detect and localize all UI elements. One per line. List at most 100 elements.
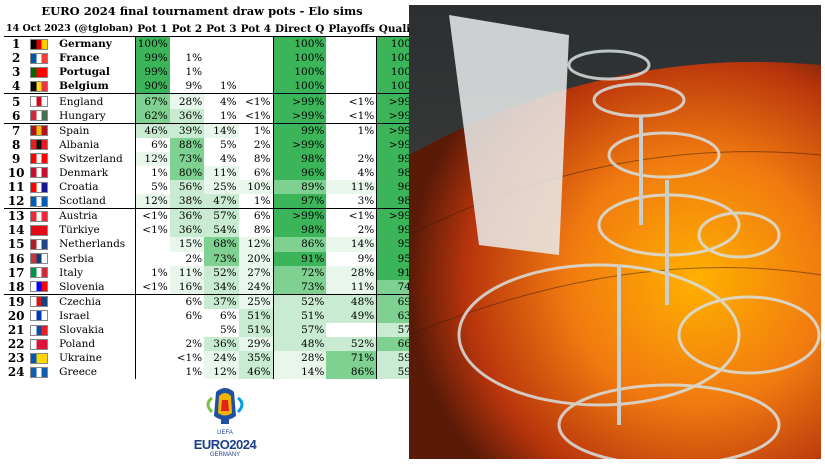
country-flag-icon bbox=[30, 224, 49, 236]
pot2-cell: 28% bbox=[169, 93, 205, 109]
draw-pots-panel: EURO 2024 final tournament draw pots - E… bbox=[0, 0, 423, 464]
pot4-cell bbox=[239, 51, 273, 65]
country-name: Germany bbox=[59, 38, 112, 51]
pot2-cell: 36% bbox=[169, 208, 205, 224]
pot2-cell: 1% bbox=[185, 52, 203, 65]
flag-cell bbox=[28, 51, 57, 65]
direct-q-cell: 48% bbox=[272, 337, 327, 352]
table-row: 3 Portugal 99% 1% 100% 100% bbox=[4, 65, 423, 80]
direct-q-cell: 98% bbox=[272, 151, 327, 166]
flag-cell bbox=[28, 166, 57, 180]
direct-q-cell: 97% bbox=[272, 194, 327, 210]
flag-cell bbox=[28, 180, 57, 194]
rank-cell: 6 bbox=[4, 108, 29, 124]
table-header-row: 14 Oct 2023 (@tgloban) Pot 1 Pot 2 Pot 3… bbox=[4, 22, 423, 38]
pot3-cell: 5% bbox=[219, 324, 237, 337]
pot1-cell bbox=[134, 351, 170, 366]
direct-q-cell: 89% bbox=[272, 180, 327, 195]
direct-q-cell: 91% bbox=[272, 251, 327, 266]
country-name: Italy bbox=[59, 266, 83, 279]
flag-cell bbox=[28, 351, 57, 365]
pot3-cell: 14% bbox=[204, 123, 239, 138]
country-name: Spain bbox=[59, 124, 90, 137]
playoffs-cell: 2% bbox=[357, 152, 375, 165]
pot3-cell: 4% bbox=[219, 152, 237, 165]
country-flag-icon bbox=[30, 96, 49, 108]
pot4-cell: <1% bbox=[238, 108, 274, 124]
pot1-cell: 99% bbox=[134, 51, 170, 66]
flag-cell bbox=[28, 252, 57, 266]
table-row: 7 Spain 46% 39% 14% 1% 99% 1% >99% bbox=[4, 123, 423, 138]
playoffs-cell bbox=[326, 65, 376, 79]
country-name: Israel bbox=[59, 309, 90, 322]
country-flag-icon bbox=[30, 125, 49, 137]
pot1-cell bbox=[134, 337, 170, 352]
direct-q-cell: 100% bbox=[272, 51, 327, 66]
rank-cell: 1 bbox=[11, 37, 21, 52]
direct-q-cell: 100% bbox=[272, 36, 327, 52]
pot1-cell: 100% bbox=[134, 36, 170, 52]
playoffs-cell: 9% bbox=[357, 252, 375, 265]
pot4-cell: 1% bbox=[238, 194, 274, 210]
direct-q-cell: >99% bbox=[272, 93, 327, 109]
pot4-cell: 24% bbox=[238, 279, 274, 295]
pot3-cell: 52% bbox=[204, 265, 239, 280]
rank-cell: 18 bbox=[4, 279, 29, 295]
direct-q-cell: 51% bbox=[272, 308, 327, 323]
country-flag-icon bbox=[30, 253, 49, 265]
rank-cell: 2 bbox=[11, 51, 21, 66]
rank-cell: 12 bbox=[4, 194, 29, 210]
country-name: Scotland bbox=[57, 194, 136, 210]
playoffs-cell bbox=[326, 323, 376, 337]
country-flag-icon bbox=[30, 210, 49, 222]
pot3-cell: 1% bbox=[204, 79, 239, 95]
flag-cell bbox=[28, 152, 57, 166]
pot2-cell: 9% bbox=[169, 79, 205, 95]
table-row: 5 England 67% 28% 4% <1% >99% <1% >99% bbox=[4, 93, 423, 109]
playoffs-cell: 4% bbox=[357, 166, 375, 179]
playoffs-cell: <1% bbox=[326, 108, 377, 124]
pot4-cell: 46% bbox=[238, 365, 274, 380]
country-name: Netherlands bbox=[59, 238, 126, 251]
country-name: Switzerland bbox=[59, 152, 123, 165]
country-name: England bbox=[59, 95, 104, 108]
playoffs-cell: 2% bbox=[357, 224, 375, 237]
country-name: Portugal bbox=[59, 66, 110, 79]
pot1-cell: 99% bbox=[134, 65, 170, 80]
table-row: 1 Germany 100% 100% 100% bbox=[4, 36, 423, 52]
pot4-cell: 12% bbox=[238, 237, 274, 252]
direct-q-cell: 99% bbox=[272, 123, 327, 138]
pot1-cell bbox=[134, 294, 170, 309]
direct-q-cell: 73% bbox=[272, 279, 327, 295]
flag-cell bbox=[28, 37, 57, 52]
playoffs-cell bbox=[326, 37, 376, 52]
pot2-cell: 2% bbox=[185, 252, 203, 265]
playoffs-cell: <1% bbox=[348, 95, 375, 108]
country-name: Poland bbox=[59, 338, 96, 351]
direct-q-cell: 72% bbox=[272, 265, 327, 280]
pot4-cell bbox=[238, 79, 274, 95]
pot2-cell: 6% bbox=[185, 309, 203, 322]
country-flag-icon bbox=[30, 195, 49, 207]
pot2-cell: 56% bbox=[169, 180, 205, 195]
pot4-cell: 6% bbox=[253, 210, 271, 223]
country-flag-icon bbox=[30, 324, 49, 336]
rank-cell: 4 bbox=[4, 79, 29, 95]
direct-q-cell: >99% bbox=[272, 208, 327, 224]
pot4-cell: 51% bbox=[238, 322, 274, 338]
rank-cell: 21 bbox=[7, 323, 25, 338]
table-row: 13 Austria <1% 36% 57% 6% >99% <1% >99% bbox=[4, 208, 423, 224]
pot4-cell: 29% bbox=[238, 337, 274, 352]
pot3-cell: 73% bbox=[204, 251, 239, 266]
playoffs-cell bbox=[326, 138, 376, 152]
logo-euro2024: EURO2024 bbox=[193, 437, 257, 452]
direct-q-cell: 100% bbox=[272, 79, 327, 95]
